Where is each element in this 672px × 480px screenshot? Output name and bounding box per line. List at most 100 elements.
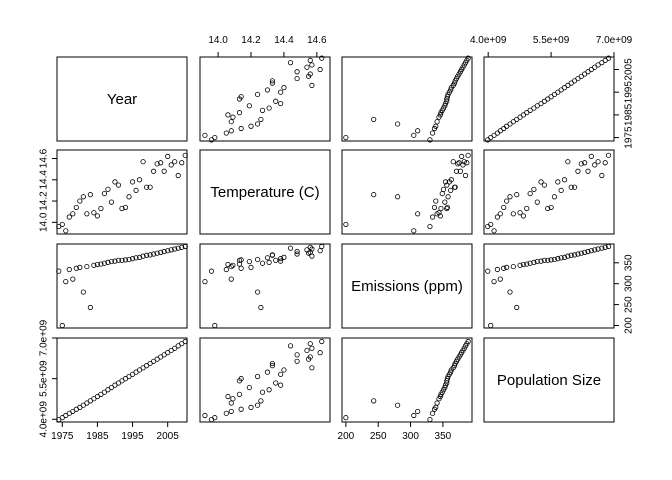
point-emissions-vs-temp-21 <box>278 256 284 262</box>
point-temp-vs-population-7 <box>507 194 513 200</box>
point-emissions-vs-year-4 <box>70 276 76 282</box>
point-population-vs-emissions-1 <box>343 415 349 421</box>
point-population-vs-temp-19 <box>238 376 244 382</box>
point-population-vs-temp-31 <box>317 350 323 356</box>
point-population-vs-temp-17 <box>273 380 279 386</box>
point-year-vs-emissions-3 <box>429 130 436 136</box>
point-population-vs-year-33 <box>172 345 178 351</box>
diag-label-emissions: Emissions (ppm) <box>351 278 463 295</box>
point-temp-vs-year-24 <box>140 159 146 165</box>
point-emissions-vs-temp-36 <box>319 243 325 250</box>
x-tick-label-emissions-3: 350 <box>435 431 452 442</box>
point-temp-vs-population-21 <box>555 179 561 185</box>
point-population-vs-emissions-2 <box>411 412 417 419</box>
point-temp-vs-population-16 <box>538 179 544 185</box>
point-year-vs-temp-19 <box>238 94 244 100</box>
point-year-vs-temp-25 <box>269 80 276 86</box>
point-emissions-vs-year-28 <box>154 250 160 256</box>
point-temp-vs-emissions-36 <box>465 152 471 158</box>
point-year-vs-temp-36 <box>319 55 325 61</box>
y-tick-label-year-3: 2005 <box>624 58 635 81</box>
point-year-vs-temp-14 <box>266 105 272 111</box>
point-emissions-vs-temp-3 <box>223 266 229 273</box>
point-temp-vs-emissions-6 <box>433 198 439 204</box>
panel-0-0 <box>56 56 188 142</box>
point-emissions-vs-temp-15 <box>246 258 252 265</box>
panel-3-3 <box>483 337 615 423</box>
point-population-vs-temp-9 <box>258 398 264 404</box>
point-year-vs-temp-33 <box>309 62 315 68</box>
point-year-vs-emissions-25 <box>451 80 458 86</box>
x-tick-label-temp-2: 14.4 <box>274 35 294 46</box>
point-temp-vs-population-8 <box>510 211 516 217</box>
panel-2-2 <box>341 243 473 329</box>
point-temp-vs-emissions-13 <box>439 190 445 197</box>
point-emissions-vs-temp-31 <box>317 248 323 254</box>
point-emissions-vs-year-2 <box>63 279 69 285</box>
point-temp-vs-population-28 <box>578 161 584 167</box>
y-tick-label-year-1: 1985 <box>624 103 635 126</box>
point-population-vs-temp-30 <box>294 352 300 358</box>
point-emissions-vs-temp-0 <box>208 268 215 274</box>
point-emissions-vs-temp-32 <box>304 247 310 253</box>
point-temp-vs-emissions-24 <box>450 159 456 165</box>
point-emissions-vs-temp-27 <box>294 251 300 257</box>
point-year-vs-population-3 <box>494 130 501 136</box>
point-year-vs-population-15 <box>534 103 540 109</box>
point-temp-vs-emissions-5 <box>431 204 438 211</box>
point-emissions-vs-population-13 <box>527 260 533 266</box>
point-population-vs-temp-35 <box>307 341 313 347</box>
point-emissions-vs-population-33 <box>595 246 601 252</box>
point-temp-vs-year-6 <box>77 198 83 204</box>
point-year-vs-emissions-11 <box>437 112 443 118</box>
point-temp-vs-emissions-31 <box>459 153 465 159</box>
point-emissions-vs-year-29 <box>158 249 164 255</box>
point-temp-vs-emissions-12 <box>438 205 444 212</box>
point-temp-vs-emissions-30 <box>457 168 463 174</box>
point-emissions-vs-year-7 <box>80 289 86 295</box>
diag-label-year: Year <box>107 91 137 108</box>
point-population-vs-temp-33 <box>309 345 315 351</box>
point-temp-vs-population-35 <box>602 160 608 166</box>
point-emissions-vs-population-6 <box>504 264 510 270</box>
point-population-vs-emissions-22 <box>448 369 454 375</box>
point-population-vs-temp-27 <box>294 358 300 364</box>
point-temp-vs-year-19 <box>122 204 129 211</box>
point-year-vs-temp-6 <box>248 123 254 129</box>
point-population-vs-temp-34 <box>287 343 294 349</box>
point-emissions-vs-population-36 <box>605 243 612 250</box>
point-temp-vs-emissions-32 <box>460 162 466 168</box>
point-year-vs-temp-12 <box>236 110 243 116</box>
y-tick-label-emissions-0: 200 <box>624 317 635 334</box>
y-tick-label-emissions-2: 300 <box>624 275 635 292</box>
point-population-vs-temp-23 <box>281 367 287 373</box>
point-temp-vs-population-13 <box>527 190 533 197</box>
point-emissions-vs-population-18 <box>545 257 551 263</box>
point-temp-vs-population-32 <box>592 162 598 168</box>
y-tick-label-population-1: 5.5e+09 <box>39 360 50 397</box>
point-emissions-vs-temp-13 <box>259 260 266 266</box>
point-population-vs-temp-32 <box>304 347 310 354</box>
point-year-vs-emissions-19 <box>444 94 451 100</box>
point-population-vs-year-36 <box>182 338 188 345</box>
point-population-vs-emissions-19 <box>444 376 451 382</box>
point-temp-vs-year-34 <box>175 172 181 179</box>
point-emissions-vs-year-25 <box>143 252 150 258</box>
point-population-vs-emissions-8 <box>434 400 440 406</box>
point-temp-vs-year-21 <box>129 179 136 185</box>
x-tick-label-year-3: 2005 <box>157 431 180 442</box>
point-temp-vs-year-9 <box>87 192 93 198</box>
point-temp-vs-year-32 <box>168 162 174 168</box>
point-emissions-vs-year-8 <box>84 263 90 270</box>
point-temp-vs-population-11 <box>520 213 527 219</box>
x-tick-label-temp-3: 14.6 <box>307 35 327 46</box>
point-population-vs-temp-14 <box>266 387 272 393</box>
point-emissions-vs-population-23 <box>561 254 568 260</box>
point-temp-vs-emissions-18 <box>444 205 450 212</box>
point-emissions-vs-temp-17 <box>273 257 279 263</box>
point-emissions-vs-temp-5 <box>238 265 244 271</box>
point-temp-vs-emissions-35 <box>464 160 470 166</box>
point-temp-vs-emissions-3 <box>429 214 436 220</box>
point-emissions-vs-year-16 <box>112 258 118 264</box>
point-temp-vs-population-31 <box>588 153 594 159</box>
